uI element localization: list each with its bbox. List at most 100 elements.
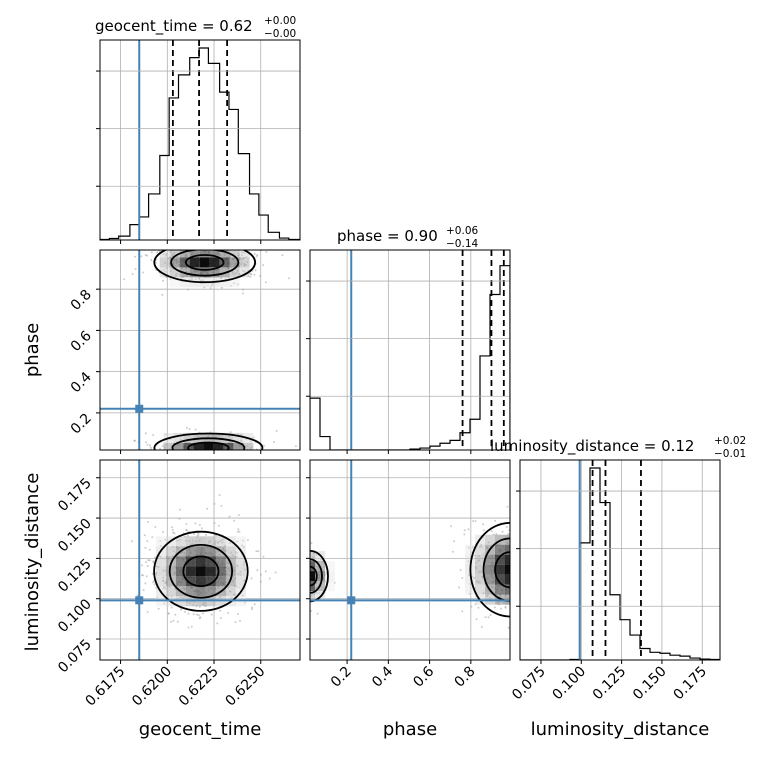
sample-point	[281, 254, 284, 257]
sample-point	[517, 574, 519, 576]
sample-point	[543, 591, 545, 593]
density-cell	[535, 545, 545, 555]
sample-point	[220, 504, 223, 507]
sample-point	[156, 251, 159, 254]
sample-point	[149, 444, 151, 447]
density-cell	[205, 536, 216, 547]
sample-point	[296, 549, 298, 551]
sample-point	[526, 523, 528, 525]
sample-point	[541, 558, 543, 560]
density-cell	[163, 442, 174, 450]
sample-point	[180, 453, 182, 455]
truth-marker	[347, 596, 356, 605]
sample-point	[163, 585, 166, 588]
sample-point	[516, 594, 518, 596]
sample-point	[207, 247, 209, 249]
sample-point	[521, 510, 523, 512]
sample-point	[186, 426, 188, 429]
sample-point	[551, 577, 553, 579]
sample-point	[475, 618, 478, 621]
sample-point	[526, 611, 528, 613]
sample-point	[239, 619, 241, 622]
sample-point	[187, 612, 190, 615]
density-cell	[219, 250, 230, 258]
density-cell	[219, 277, 230, 288]
sample-point	[164, 538, 167, 541]
density-cell	[285, 561, 295, 571]
sample-point	[249, 275, 252, 278]
sample-point	[133, 439, 136, 442]
density-cell	[215, 576, 226, 587]
density-cell	[505, 544, 510, 555]
sample-point	[146, 443, 149, 446]
sample-point	[458, 586, 461, 589]
density-cell	[495, 584, 505, 595]
sample-point	[242, 292, 244, 295]
sample-point	[489, 614, 492, 617]
density-cell	[179, 277, 190, 288]
sample-point	[522, 592, 524, 594]
sample-point	[517, 595, 519, 597]
sample-point	[525, 546, 527, 548]
sample-point	[477, 606, 480, 609]
density-cell	[195, 536, 206, 547]
density-cell	[325, 571, 335, 582]
sample-point	[333, 581, 336, 584]
sample-point	[146, 565, 149, 567]
density-cell	[195, 546, 206, 557]
sample-point	[151, 536, 154, 539]
sample-point	[487, 616, 490, 619]
sample-point	[531, 565, 533, 567]
sample-point	[490, 530, 493, 533]
panel-geocent-time-histogram	[96, 39, 301, 244]
sample-point	[532, 543, 534, 545]
sample-point	[515, 554, 517, 556]
sample-point	[320, 558, 323, 561]
sample-point	[525, 584, 527, 586]
sample-point	[287, 277, 290, 280]
sample-point	[188, 278, 191, 281]
sample-point	[545, 584, 547, 586]
sample-point	[220, 453, 222, 455]
sample-point	[215, 457, 217, 459]
sample-point	[145, 575, 148, 578]
sample-point	[537, 539, 539, 541]
sample-point	[523, 568, 525, 570]
sample-point	[514, 597, 516, 599]
sample-point	[262, 264, 265, 267]
sample-point	[150, 259, 153, 261]
sample-point	[192, 532, 195, 535]
sample-point	[207, 243, 209, 245]
sample-point	[195, 243, 197, 245]
sample-point	[263, 444, 265, 447]
sample-point	[536, 581, 538, 583]
xlabel-luminosity-distance: luminosity_distance	[531, 719, 710, 740]
sample-point	[198, 524, 201, 526]
sample-point	[178, 451, 180, 453]
sample-point	[536, 519, 538, 521]
sample-point	[518, 608, 520, 610]
sample-point	[228, 245, 230, 247]
sample-point	[162, 579, 165, 582]
sample-point	[211, 454, 213, 456]
sample-point	[240, 251, 243, 254]
sample-point	[532, 607, 534, 609]
sample-point	[305, 562, 307, 564]
sample-point	[156, 596, 159, 599]
sample-point	[225, 245, 227, 247]
sample-point	[237, 457, 239, 459]
sample-point	[524, 583, 526, 585]
sample-point	[175, 466, 177, 468]
density-cell	[165, 566, 176, 577]
density-cell	[169, 257, 180, 268]
plot-area	[310, 250, 510, 450]
density-cell	[535, 575, 545, 585]
density-cell	[165, 556, 176, 567]
sample-point	[310, 542, 313, 545]
sample-point	[211, 282, 214, 285]
sample-point	[514, 551, 516, 553]
sample-point	[474, 603, 477, 606]
sample-point	[263, 246, 265, 248]
y-tick-label: 0.125	[55, 556, 95, 596]
